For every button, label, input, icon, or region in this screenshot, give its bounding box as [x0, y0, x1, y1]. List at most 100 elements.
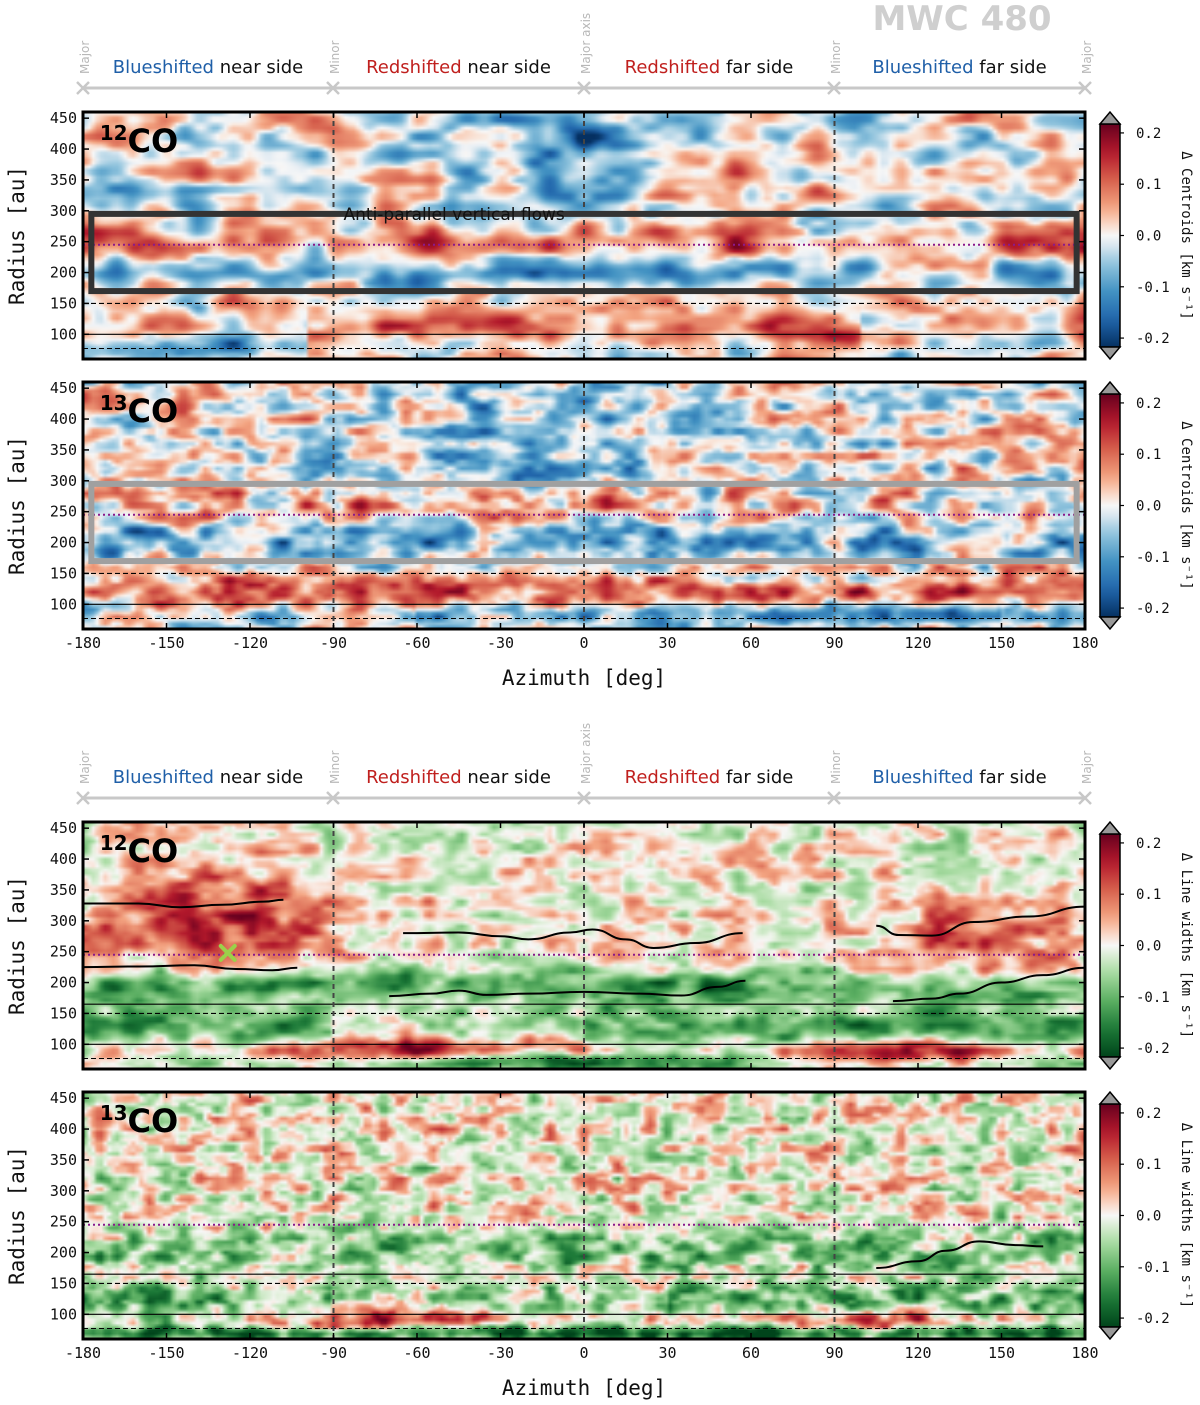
y-tick-label: 150: [50, 294, 77, 312]
colorbar-extend-top: [1098, 820, 1122, 835]
y-tick-label: 100: [50, 325, 77, 343]
x-axis-label: Azimuth [deg]: [502, 666, 666, 690]
y-tick-label: 400: [50, 850, 77, 868]
colorbar-tick-label: -0.2: [1136, 1041, 1170, 1057]
y-axis-label: Radius [au]: [5, 876, 29, 1015]
x-tick-label: -60: [403, 1344, 430, 1362]
y-tick-label: 100: [50, 595, 77, 613]
x-tick-label: -120: [232, 1344, 268, 1362]
colorbar-extend-top: [1098, 110, 1122, 125]
y-tick-label: 400: [50, 140, 77, 158]
axis-marker-label: Minor: [829, 40, 843, 74]
y-tick-label: 250: [50, 1213, 77, 1231]
molecule-label: 12CO: [100, 831, 179, 870]
y-tick-label: 350: [50, 881, 77, 899]
x-tick-label: 30: [658, 634, 676, 652]
sector-label-color-word: Redshifted: [625, 57, 721, 78]
axis-marker-label: Major: [1080, 41, 1094, 74]
colorbar-label: Δ Centroids [km s⁻¹]: [1178, 151, 1194, 320]
x-tick-label: -30: [487, 634, 514, 652]
y-axis-label: Radius [au]: [5, 166, 29, 305]
y-tick-label: 200: [50, 1244, 77, 1262]
kinematic-trace: [83, 964, 298, 972]
molecule-label: 13CO: [100, 1101, 179, 1140]
colorbar-tick-label: 0.0: [1136, 229, 1161, 245]
sector-label-color-word: Blueshifted: [872, 57, 973, 78]
colorbar-extend-top: [1098, 1090, 1122, 1105]
y-tick-label: 100: [50, 1305, 77, 1323]
colorbar-tick-label: 0.1: [1136, 177, 1161, 193]
panel-overlays: Anti-parallel vertical flows: [83, 112, 1085, 359]
y-tick-label: 150: [50, 1274, 77, 1292]
axis-marker-label: Major axis: [579, 13, 593, 74]
x-tick-label: 150: [988, 634, 1015, 652]
colorbar-label: Δ Line widths [km s⁻¹]: [1178, 853, 1194, 1038]
colorbar: [1099, 833, 1121, 1058]
panel-overlays: [83, 1092, 1085, 1339]
y-tick-label: 250: [50, 943, 77, 961]
colorbar-tick-label: -0.1: [1136, 1260, 1170, 1276]
sector-label: Blueshifted far side: [872, 767, 1046, 788]
y-tick-label: 300: [50, 202, 77, 220]
y-tick-label: 300: [50, 1182, 77, 1200]
sector-label: Blueshifted near side: [113, 767, 303, 788]
y-axis-label: Radius [au]: [5, 436, 29, 575]
axis-marker-label: Minor: [328, 750, 342, 784]
colorbar-tick-label: 0.1: [1136, 447, 1161, 463]
sector-label-color-word: Blueshifted: [113, 767, 214, 788]
panel-12co-linewidths: 12CO 450 400 350 300 250 200 150 100 Radius [au] 0…: [5, 819, 1194, 1071]
colorbar-tick-label: -0.1: [1136, 550, 1170, 566]
x-tick-label: -60: [403, 634, 430, 652]
y-tick-label: 450: [50, 109, 77, 127]
molecule-label-sup: 13: [100, 391, 128, 415]
x-tick-label: -90: [320, 634, 347, 652]
x-tick-label: -180: [65, 1344, 101, 1362]
colorbar-tick-label: -0.2: [1136, 331, 1170, 347]
sector-label: Redshifted near side: [366, 57, 551, 78]
sector-bar-arrow: [577, 791, 591, 805]
sector-label-rest: near side: [214, 57, 303, 78]
sector-header-top: Major Minor Major axis Minor Major Blueshifte…: [76, 13, 1094, 95]
y-tick-label: 200: [50, 264, 77, 282]
sector-label-rest: near side: [214, 767, 303, 788]
kinematic-trace: [876, 1240, 1044, 1269]
colorbar-tick-label: -0.1: [1136, 280, 1170, 296]
planet-marker: [218, 943, 237, 962]
x-axis-label: Azimuth [deg]: [502, 1376, 666, 1400]
x-tick-label: 0: [579, 634, 588, 652]
molecule-label-base: CO: [128, 122, 179, 160]
x-tick-label: 90: [825, 634, 843, 652]
sector-label-color-word: Redshifted: [366, 767, 462, 788]
y-tick-label: 100: [50, 1035, 77, 1053]
sector-label-rest: near side: [462, 57, 551, 78]
molecule-label-sup: 12: [100, 831, 128, 855]
x-tick-label: 60: [742, 1344, 760, 1362]
sector-label: Redshifted near side: [366, 767, 551, 788]
axis-marker-label: Major: [1080, 751, 1094, 784]
y-tick-label: 350: [50, 171, 77, 189]
axis-marker-label: Major: [78, 41, 92, 74]
sector-label-color-word: Blueshifted: [872, 767, 973, 788]
y-tick-label: 450: [50, 1089, 77, 1107]
sector-label-rest: far side: [720, 57, 793, 78]
colorbar-tick-label: 0.2: [1136, 396, 1161, 412]
annotation-text: Anti-parallel vertical flows: [344, 205, 565, 225]
colorbar-extend-bottom: [1098, 616, 1122, 631]
colorbar: [1099, 1103, 1121, 1328]
colorbar-tick-label: -0.1: [1136, 990, 1170, 1006]
x-tick-label: -120: [232, 634, 268, 652]
colorbar-tick-label: -0.2: [1136, 601, 1170, 617]
x-tick-label: 30: [658, 1344, 676, 1362]
colorbar-tick-label: 0.2: [1136, 1106, 1161, 1122]
source-title: MWC 480: [872, 0, 1051, 39]
sector-label-rest: near side: [462, 767, 551, 788]
molecule-label: 12CO: [100, 121, 179, 160]
sector-bar-arrow: [326, 791, 340, 805]
sector-bar-arrow: [1078, 81, 1092, 95]
y-tick-label: 450: [50, 379, 77, 397]
y-tick-label: 150: [50, 564, 77, 582]
sector-header-bottom: Major Minor Major axis Minor Major Blueshifte…: [76, 723, 1094, 805]
